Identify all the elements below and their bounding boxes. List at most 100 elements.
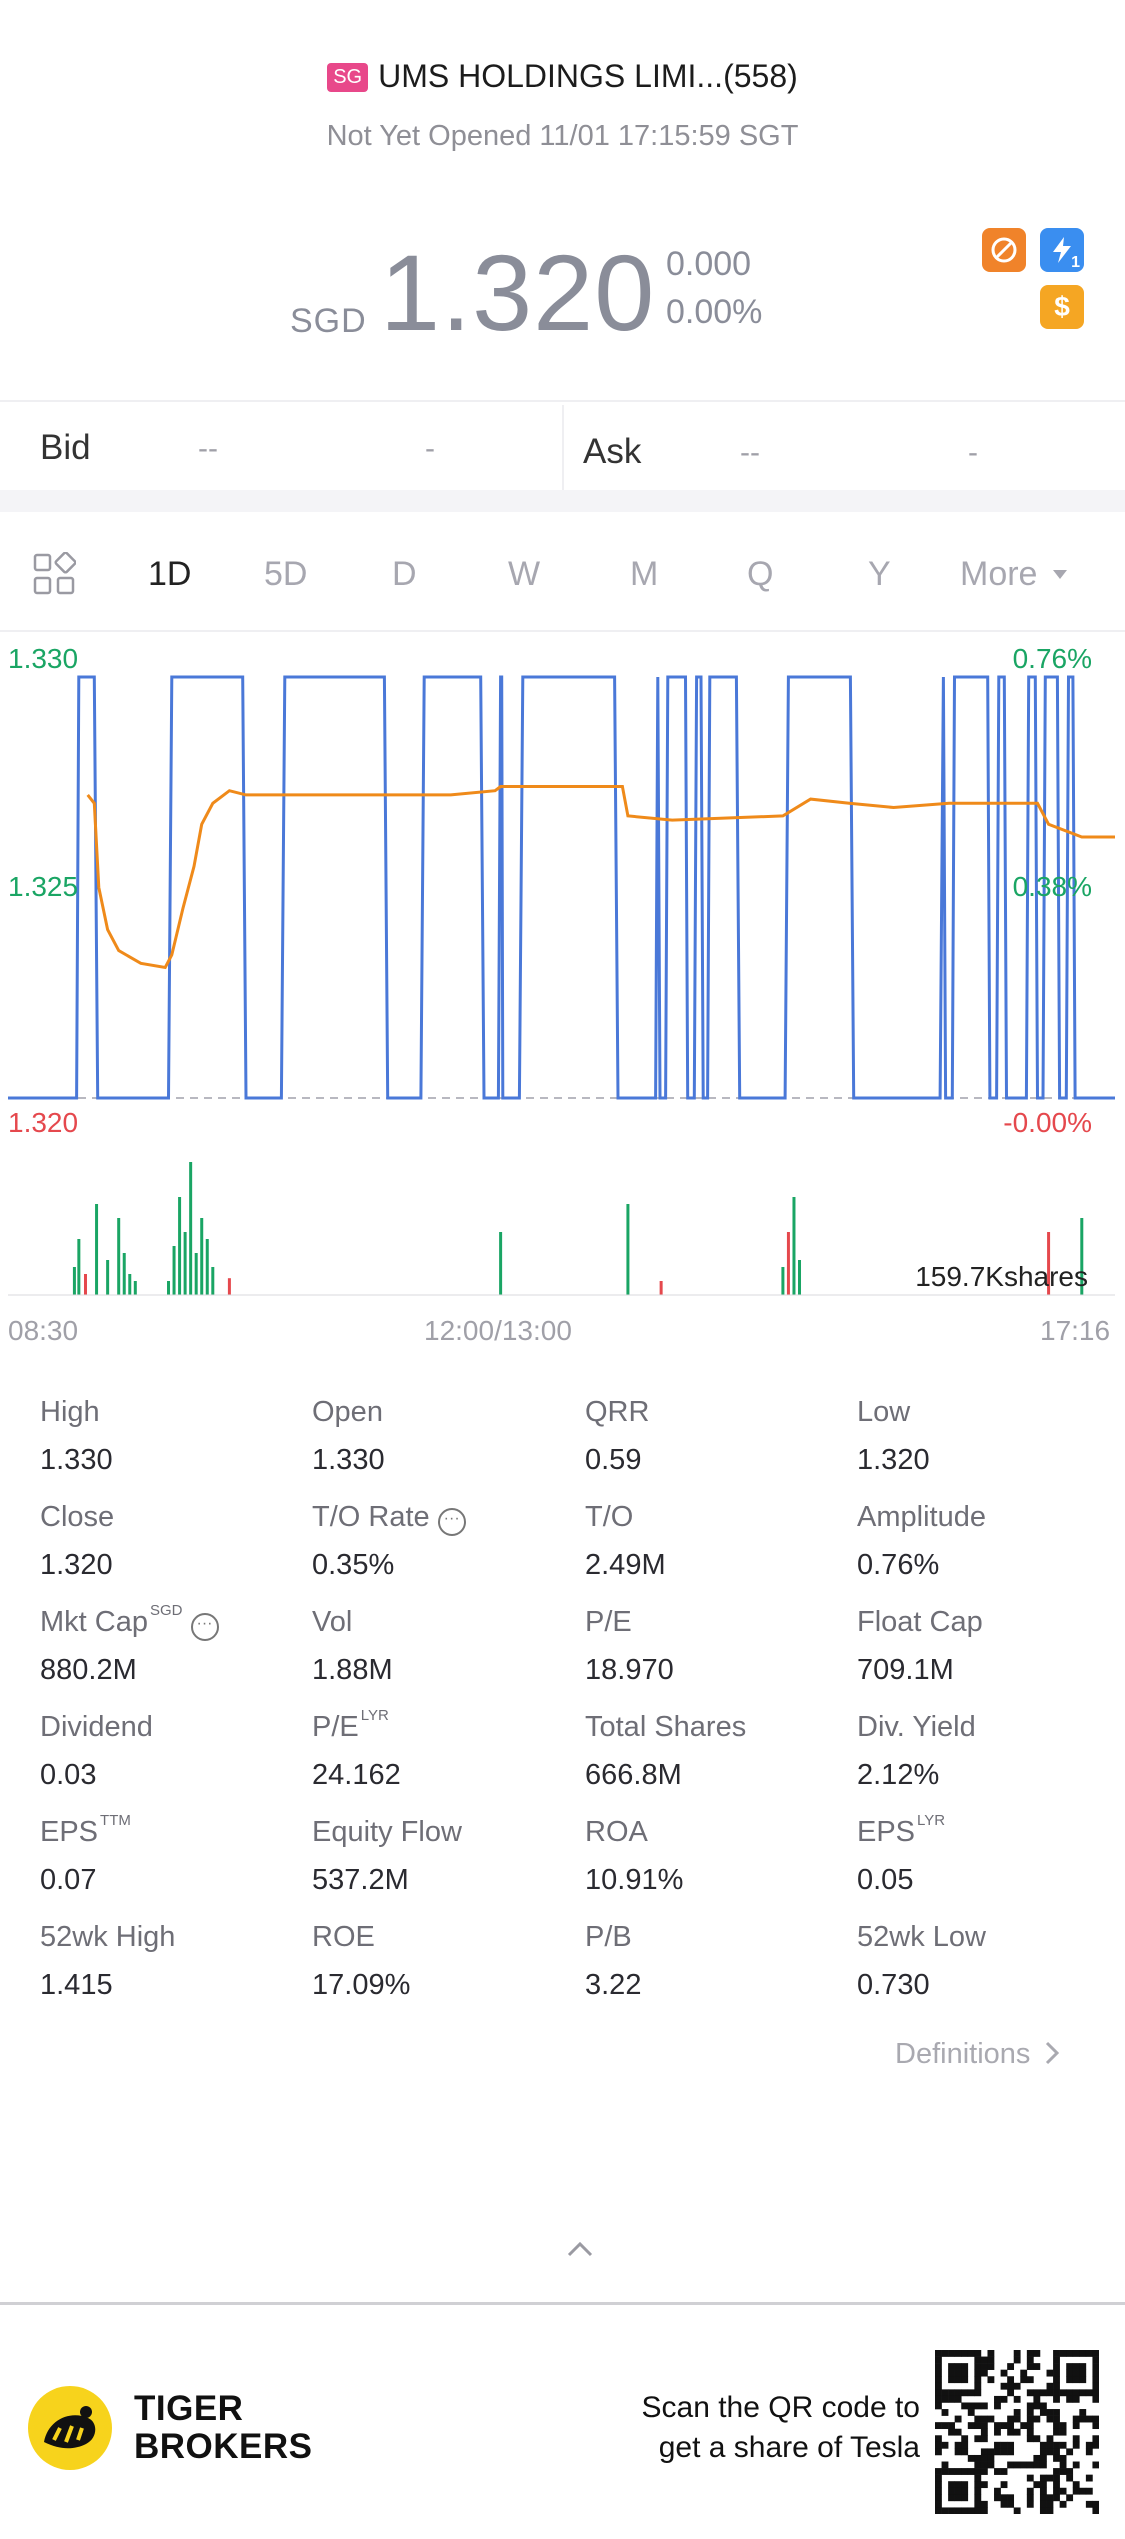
brand-line2: BROKERS (134, 2427, 313, 2466)
volume-bar (83, 1274, 87, 1295)
stat-value: 666.8M (585, 1759, 682, 1791)
stat-value: 0.59 (585, 1444, 642, 1476)
stat-label-text: Div. Yield (857, 1711, 976, 1743)
volume-bar (211, 1267, 215, 1295)
stat-label: 52wk High (40, 1921, 175, 1954)
volume-bar (117, 1218, 121, 1295)
chevron-up-icon[interactable] (566, 2240, 594, 2263)
volume-bar (183, 1232, 187, 1295)
no-entry-icon[interactable] (982, 228, 1026, 272)
volume-bar (133, 1281, 137, 1295)
stat-label: Close (40, 1501, 114, 1534)
axis-labels: 1.330 1.325 1.320 0.76% 0.38% -0.00% 159… (8, 643, 1092, 1292)
stat-label: Div. Yield (857, 1711, 976, 1744)
tab-y[interactable]: Y (868, 555, 891, 593)
bid-label: Bid (40, 428, 91, 467)
stat-label-text: Float Cap (857, 1606, 983, 1638)
footer-divider (0, 2302, 1125, 2305)
scan-line2: get a share of Tesla (658, 2431, 920, 2464)
intraday-chart[interactable]: 1.330 1.325 1.320 0.76% 0.38% -0.00% 159… (0, 632, 1125, 1332)
stat-value: 24.162 (312, 1759, 401, 1791)
tab-more[interactable]: More (960, 555, 1069, 594)
stat-label: Float Cap (857, 1606, 983, 1639)
caret-down-icon (1052, 570, 1067, 579)
stat-label: ROE (312, 1921, 375, 1954)
bid-price: -- (198, 432, 218, 465)
price-change: 0.000 (666, 245, 752, 283)
dollar-badge-label: $ (1054, 291, 1070, 322)
stat-superscript: LYR (360, 1707, 389, 1724)
qr-code-icon (935, 2350, 1100, 2515)
scan-line1: Scan the QR code to (641, 2391, 921, 2424)
stat-label-text: Vol (312, 1606, 353, 1638)
volume-bar (781, 1267, 785, 1295)
y-left-mid-label: 1.325 (8, 871, 78, 902)
stat-superscript: LYR (917, 1812, 946, 1829)
ask-label: Ask (583, 432, 642, 471)
ask-size: - (968, 436, 978, 469)
tab-more-label: More (960, 555, 1038, 593)
stat-label: Amplitude (857, 1501, 986, 1534)
volume-bar (499, 1232, 503, 1295)
volume-bar (128, 1274, 132, 1295)
stock-title[interactable]: SG UMS HOLDINGS LIMI...(558) (0, 58, 1125, 95)
stat-value: 537.2M (312, 1864, 409, 1896)
tab-q[interactable]: Q (747, 555, 774, 593)
definitions-link[interactable]: Definitions (895, 2038, 1060, 2071)
last-price: 1.320 (380, 232, 656, 353)
stat-label: Low (857, 1396, 910, 1429)
brand-line1: TIGER (134, 2389, 244, 2428)
average-line (86, 785, 1115, 970)
stat-value: 1.415 (40, 1969, 113, 2001)
dollar-icon[interactable]: $ (1040, 285, 1084, 329)
chevron-right-icon (1046, 2041, 1060, 2065)
volume-label: 159.7Kshares (915, 1261, 1088, 1292)
lightning-badge-label: 1 (1071, 254, 1080, 271)
stat-value: 2.12% (857, 1759, 940, 1791)
stat-label-text: 52wk Low (857, 1921, 986, 1953)
stat-label-text: P/E (312, 1711, 359, 1743)
stat-value: 1.330 (312, 1444, 385, 1476)
volume-bar (194, 1253, 198, 1295)
divider (0, 400, 1125, 402)
volume-bar (77, 1239, 81, 1295)
stat-label: T/O (585, 1501, 633, 1534)
volume-bar (172, 1246, 176, 1295)
info-icon[interactable]: ··· (190, 1613, 219, 1641)
market-status: Not Yet Opened 11/01 17:15:59 SGT (326, 120, 799, 152)
stat-value: 0.07 (40, 1864, 97, 1896)
stat-value: 17.09% (312, 1969, 411, 2001)
stat-label: P/B (585, 1921, 632, 1954)
volume-bar (106, 1260, 110, 1295)
tab-d[interactable]: D (392, 555, 417, 593)
stat-label-text: Dividend (40, 1711, 153, 1743)
tab-1d[interactable]: 1D (148, 555, 192, 593)
grid-layout-icon[interactable] (32, 551, 77, 601)
stat-label-text: P/B (585, 1921, 632, 1953)
stat-value: 3.22 (585, 1969, 642, 2001)
stat-value: 1.88M (312, 1654, 393, 1686)
stat-label-text: ROA (585, 1816, 648, 1848)
x-label-start: 08:30 (8, 1315, 79, 1346)
tab-m[interactable]: M (630, 555, 659, 593)
volume-bar (167, 1281, 171, 1295)
stat-value: 18.970 (585, 1654, 674, 1686)
tab-w[interactable]: W (508, 555, 541, 593)
divider (0, 630, 1125, 632)
stat-label: P/E (585, 1606, 632, 1639)
stat-label: Dividend (40, 1711, 153, 1744)
stat-label-text: Equity Flow (312, 1816, 462, 1848)
lightning-icon[interactable]: 1 (1040, 228, 1084, 272)
tab-5d[interactable]: 5D (264, 555, 308, 593)
bid-size: - (425, 432, 435, 465)
bid-ask-divider (562, 405, 564, 490)
info-icon[interactable]: ··· (437, 1508, 466, 1536)
market-badge: SG (327, 63, 369, 92)
stat-label-text: EPS (40, 1816, 99, 1848)
volume-bar (205, 1239, 209, 1295)
volume-bar (189, 1162, 193, 1295)
stat-label-text: T/O Rate (312, 1501, 430, 1533)
stat-label: 52wk Low (857, 1921, 986, 1954)
volume-bar (95, 1204, 99, 1295)
volume-bar (798, 1260, 802, 1295)
